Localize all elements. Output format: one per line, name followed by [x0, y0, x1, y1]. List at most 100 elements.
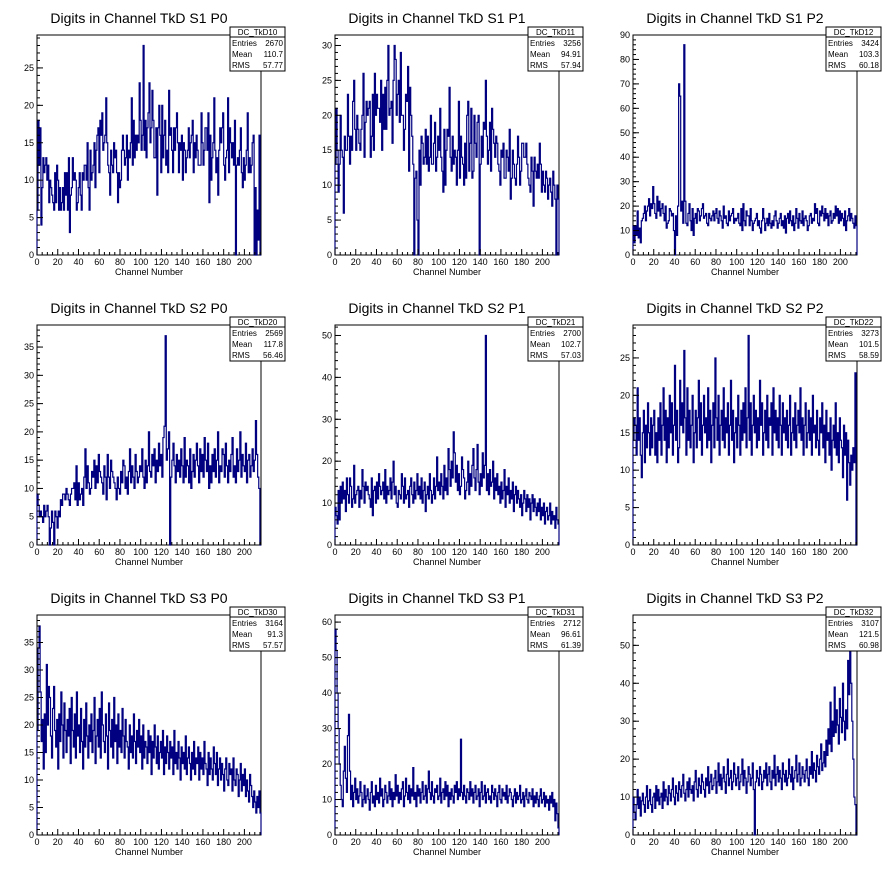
y-tick-label: 60: [322, 617, 332, 627]
x-tick-label: 140: [175, 837, 190, 847]
y-tick-label: 5: [29, 213, 34, 223]
histogram-line: [36, 625, 262, 835]
stats-mean-label: Mean: [828, 630, 848, 639]
stats-mean-value: 96.61: [561, 630, 582, 639]
stats-name: DC_TkD31: [536, 608, 576, 617]
x-tick-label: 40: [73, 547, 83, 557]
stats-mean-label: Mean: [530, 630, 550, 639]
stats-name: DC_TkD20: [238, 318, 278, 327]
x-tick-label: 60: [690, 257, 700, 267]
x-tick-label: 100: [133, 257, 148, 267]
stats-rms-label: RMS: [530, 351, 548, 360]
chart-title: Digits in Channel TkD S2 P0: [50, 300, 227, 316]
x-tick-label: 100: [431, 837, 446, 847]
stats-box: [527, 26, 584, 72]
stats-rms-label: RMS: [530, 61, 548, 70]
y-tick-label: 70: [620, 79, 630, 89]
x-tick-label: 120: [452, 547, 467, 557]
stats-rms-value: 61.39: [561, 641, 582, 650]
chart-title: Digits in Channel TkD S2 P1: [348, 300, 525, 316]
chart-title: Digits in Channel TkD S3 P0: [50, 590, 227, 606]
x-tick-label: 0: [332, 837, 337, 847]
histogram-s1-p0: Digits in Channel TkD S1 P00 20 40 60 80 100 1…: [24, 10, 286, 277]
y-tick-label: 20: [620, 754, 630, 764]
chart-panel-5: Digits in Channel TkD S2 P1 0 20 40 60 80 100 1…: [298, 290, 596, 580]
x-tick-label: 200: [237, 837, 252, 847]
chart-title: Digits in Channel TkD S1 P0: [50, 10, 227, 26]
y-tick-label: 30: [24, 665, 34, 675]
y-tick-label: 10: [24, 775, 34, 785]
y-tick-label: 25: [24, 693, 34, 703]
y-tick-label: 40: [620, 152, 630, 162]
y-tick-label: 50: [322, 653, 332, 663]
x-tick-label: 180: [812, 257, 827, 267]
y-tick-label: 35: [24, 342, 34, 352]
y-tick-label: 10: [620, 226, 630, 236]
chart-panel-7: Digits in Channel TkD S3 P0 0 20 40 60 80 100 1…: [0, 580, 298, 870]
x-axis-label: Channel Number: [711, 557, 779, 567]
y-tick-label: 50: [620, 128, 630, 138]
y-tick-label: 30: [322, 414, 332, 424]
plot-frame: [632, 324, 858, 546]
x-axis-label: Channel Number: [115, 847, 183, 857]
stats-name: DC_TkD32: [834, 608, 874, 617]
x-tick-label: 160: [195, 257, 210, 267]
y-tick-label: 90: [620, 30, 630, 40]
stats-name: DC_TkD10: [238, 28, 278, 37]
x-tick-label: 200: [833, 257, 848, 267]
x-tick-label: 20: [649, 837, 659, 847]
chart-title: Digits in Channel TkD S3 P1: [348, 590, 525, 606]
x-tick-label: 120: [750, 257, 765, 267]
y-tick-label: 15: [24, 138, 34, 148]
y-tick-label: 15: [322, 145, 332, 155]
plot-frame: [334, 324, 560, 546]
stats-mean-label: Mean: [828, 50, 848, 59]
y-tick-label: 0: [327, 830, 332, 840]
y-tick-label: 50: [322, 330, 332, 340]
x-tick-label: 120: [154, 837, 169, 847]
stats-entries-label: Entries: [828, 39, 853, 48]
y-tick-label: 10: [24, 175, 34, 185]
histogram-line: [632, 44, 858, 256]
y-tick-label: 30: [322, 724, 332, 734]
plot-frame: [632, 614, 858, 836]
y-tick-label: 0: [625, 540, 630, 550]
stats-entries-value: 2700: [563, 329, 581, 338]
stats-entries-label: Entries: [232, 329, 257, 338]
x-tick-label: 180: [812, 547, 827, 557]
stats-rms-label: RMS: [232, 641, 250, 650]
x-axis-label: Channel Number: [115, 267, 183, 277]
y-tick-label: 0: [29, 830, 34, 840]
stats-mean-value: 103.3: [859, 50, 880, 59]
y-tick-label: 40: [322, 372, 332, 382]
x-tick-label: 20: [53, 547, 63, 557]
x-tick-label: 140: [473, 547, 488, 557]
x-tick-label: 100: [729, 837, 744, 847]
y-tick-label: 0: [625, 250, 630, 260]
stats-name: DC_TkD12: [834, 28, 874, 37]
x-tick-label: 80: [413, 547, 423, 557]
stats-entries-label: Entries: [530, 329, 555, 338]
x-axis-label: Channel Number: [711, 267, 779, 277]
y-tick-label: 15: [24, 455, 34, 465]
stats-box: [825, 316, 882, 362]
y-tick-label: 30: [620, 716, 630, 726]
stats-rms-label: RMS: [828, 61, 846, 70]
y-tick-label: 15: [620, 428, 630, 438]
y-tick-label: 0: [327, 540, 332, 550]
x-tick-label: 180: [216, 837, 231, 847]
y-tick-label: 20: [322, 456, 332, 466]
stats-rms-label: RMS: [530, 641, 548, 650]
chart-panel-9: Digits in Channel TkD S3 P2 0 20 40 60 80 100 1…: [596, 580, 894, 870]
stats-mean-value: 101.5: [859, 340, 880, 349]
y-tick-label: 0: [327, 250, 332, 260]
x-tick-label: 100: [729, 547, 744, 557]
x-tick-label: 20: [351, 547, 361, 557]
y-tick-label: 20: [322, 110, 332, 120]
x-tick-label: 160: [493, 547, 508, 557]
stats-rms-label: RMS: [828, 351, 846, 360]
stats-mean-label: Mean: [232, 630, 252, 639]
stats-name: DC_TkD21: [536, 318, 576, 327]
x-tick-label: 200: [237, 257, 252, 267]
